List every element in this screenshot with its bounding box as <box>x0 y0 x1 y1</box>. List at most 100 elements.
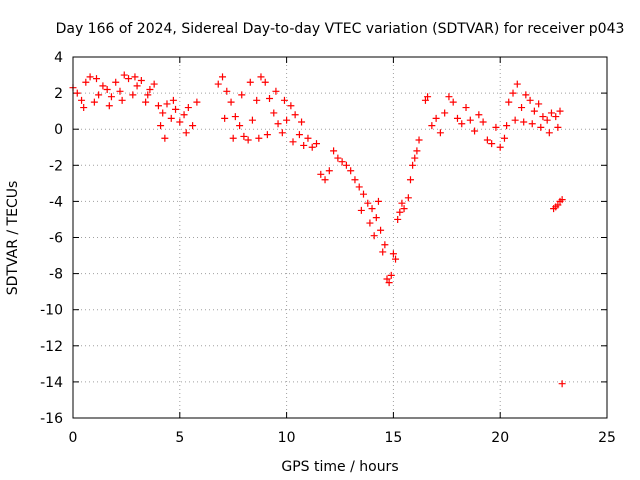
data-point <box>432 114 440 122</box>
data-point <box>317 170 325 178</box>
data-point <box>355 183 363 191</box>
y-tick-label: -4 <box>49 194 63 210</box>
data-point <box>547 109 555 117</box>
data-point <box>409 161 417 169</box>
data-point <box>154 102 162 110</box>
data-point <box>537 123 545 131</box>
data-point <box>370 232 378 240</box>
data-point <box>180 111 188 119</box>
x-tick-label: 10 <box>278 430 296 446</box>
data-point <box>366 219 374 227</box>
data-point <box>400 205 408 213</box>
data-point <box>389 250 397 258</box>
y-tick-label: 2 <box>54 86 63 102</box>
data-point <box>421 96 429 104</box>
y-tick-label: -2 <box>49 158 63 174</box>
data-point <box>90 98 98 106</box>
data-point <box>313 140 321 148</box>
data-point <box>172 105 180 113</box>
data-point <box>558 380 566 388</box>
data-point <box>334 154 342 162</box>
data-point <box>240 132 248 140</box>
data-point <box>518 104 526 112</box>
y-tick-label: -6 <box>49 231 63 247</box>
data-point <box>120 71 128 79</box>
data-point <box>103 85 111 93</box>
data-point <box>411 154 419 162</box>
data-point <box>357 206 365 214</box>
data-point <box>266 95 274 103</box>
y-tick-label: -16 <box>40 411 63 427</box>
data-point <box>272 87 280 95</box>
data-point <box>488 140 496 148</box>
data-point <box>321 176 329 184</box>
data-point <box>505 98 513 106</box>
data-point <box>193 98 201 106</box>
x-tick-label: 5 <box>175 430 184 446</box>
data-point <box>78 96 86 104</box>
data-point <box>163 100 171 108</box>
data-point <box>513 80 521 88</box>
data-point <box>270 109 278 117</box>
data-point <box>528 120 536 128</box>
data-point <box>246 78 254 86</box>
data-point <box>558 196 566 204</box>
data-point <box>347 167 355 175</box>
data-point <box>392 255 400 263</box>
data-point <box>255 134 263 142</box>
data-point <box>449 98 457 106</box>
y-axis-label: SDTVAR / TECUs <box>5 181 21 296</box>
data-point <box>236 122 244 130</box>
data-point <box>500 134 508 142</box>
data-point <box>116 87 124 95</box>
data-point <box>522 91 530 99</box>
data-point <box>86 73 94 81</box>
data-point <box>445 93 453 101</box>
data-point <box>554 201 562 209</box>
plot-frame <box>72 56 608 419</box>
data-point <box>157 122 165 130</box>
data-point <box>479 118 487 126</box>
data-point <box>374 197 382 205</box>
data-point <box>552 113 560 121</box>
data-point <box>289 138 297 146</box>
data-point <box>351 176 359 184</box>
data-point <box>253 96 261 104</box>
data-point <box>359 190 367 198</box>
data-point <box>503 122 511 130</box>
data-point <box>511 116 519 124</box>
y-tick-label: -14 <box>40 375 63 391</box>
data-point <box>298 118 306 126</box>
y-tick-label: -10 <box>40 303 63 319</box>
data-point <box>80 104 88 112</box>
data-point <box>556 107 564 115</box>
data-point <box>112 78 120 86</box>
data-point <box>105 102 113 110</box>
data-point <box>92 75 100 83</box>
data-point <box>280 96 288 104</box>
data-point <box>377 226 385 234</box>
data-point <box>398 199 406 207</box>
y-tick-label: 4 <box>54 50 63 66</box>
data-point <box>543 116 551 124</box>
data-point <box>453 114 461 122</box>
data-point <box>338 158 346 166</box>
data-point <box>364 199 372 207</box>
y-tick-label: -12 <box>40 339 63 355</box>
data-point <box>278 129 286 137</box>
data-point <box>428 122 436 130</box>
data-point <box>330 147 338 155</box>
data-point <box>462 104 470 112</box>
data-point <box>287 102 295 110</box>
data-point <box>73 89 81 97</box>
data-point <box>483 136 491 144</box>
data-point <box>257 73 265 81</box>
data-point <box>129 91 137 99</box>
data-point <box>415 136 423 144</box>
x-tick-label: 0 <box>69 430 78 446</box>
data-point <box>159 109 167 117</box>
data-point <box>554 123 562 131</box>
x-tick-label: 20 <box>491 430 509 446</box>
data-point <box>131 73 139 81</box>
